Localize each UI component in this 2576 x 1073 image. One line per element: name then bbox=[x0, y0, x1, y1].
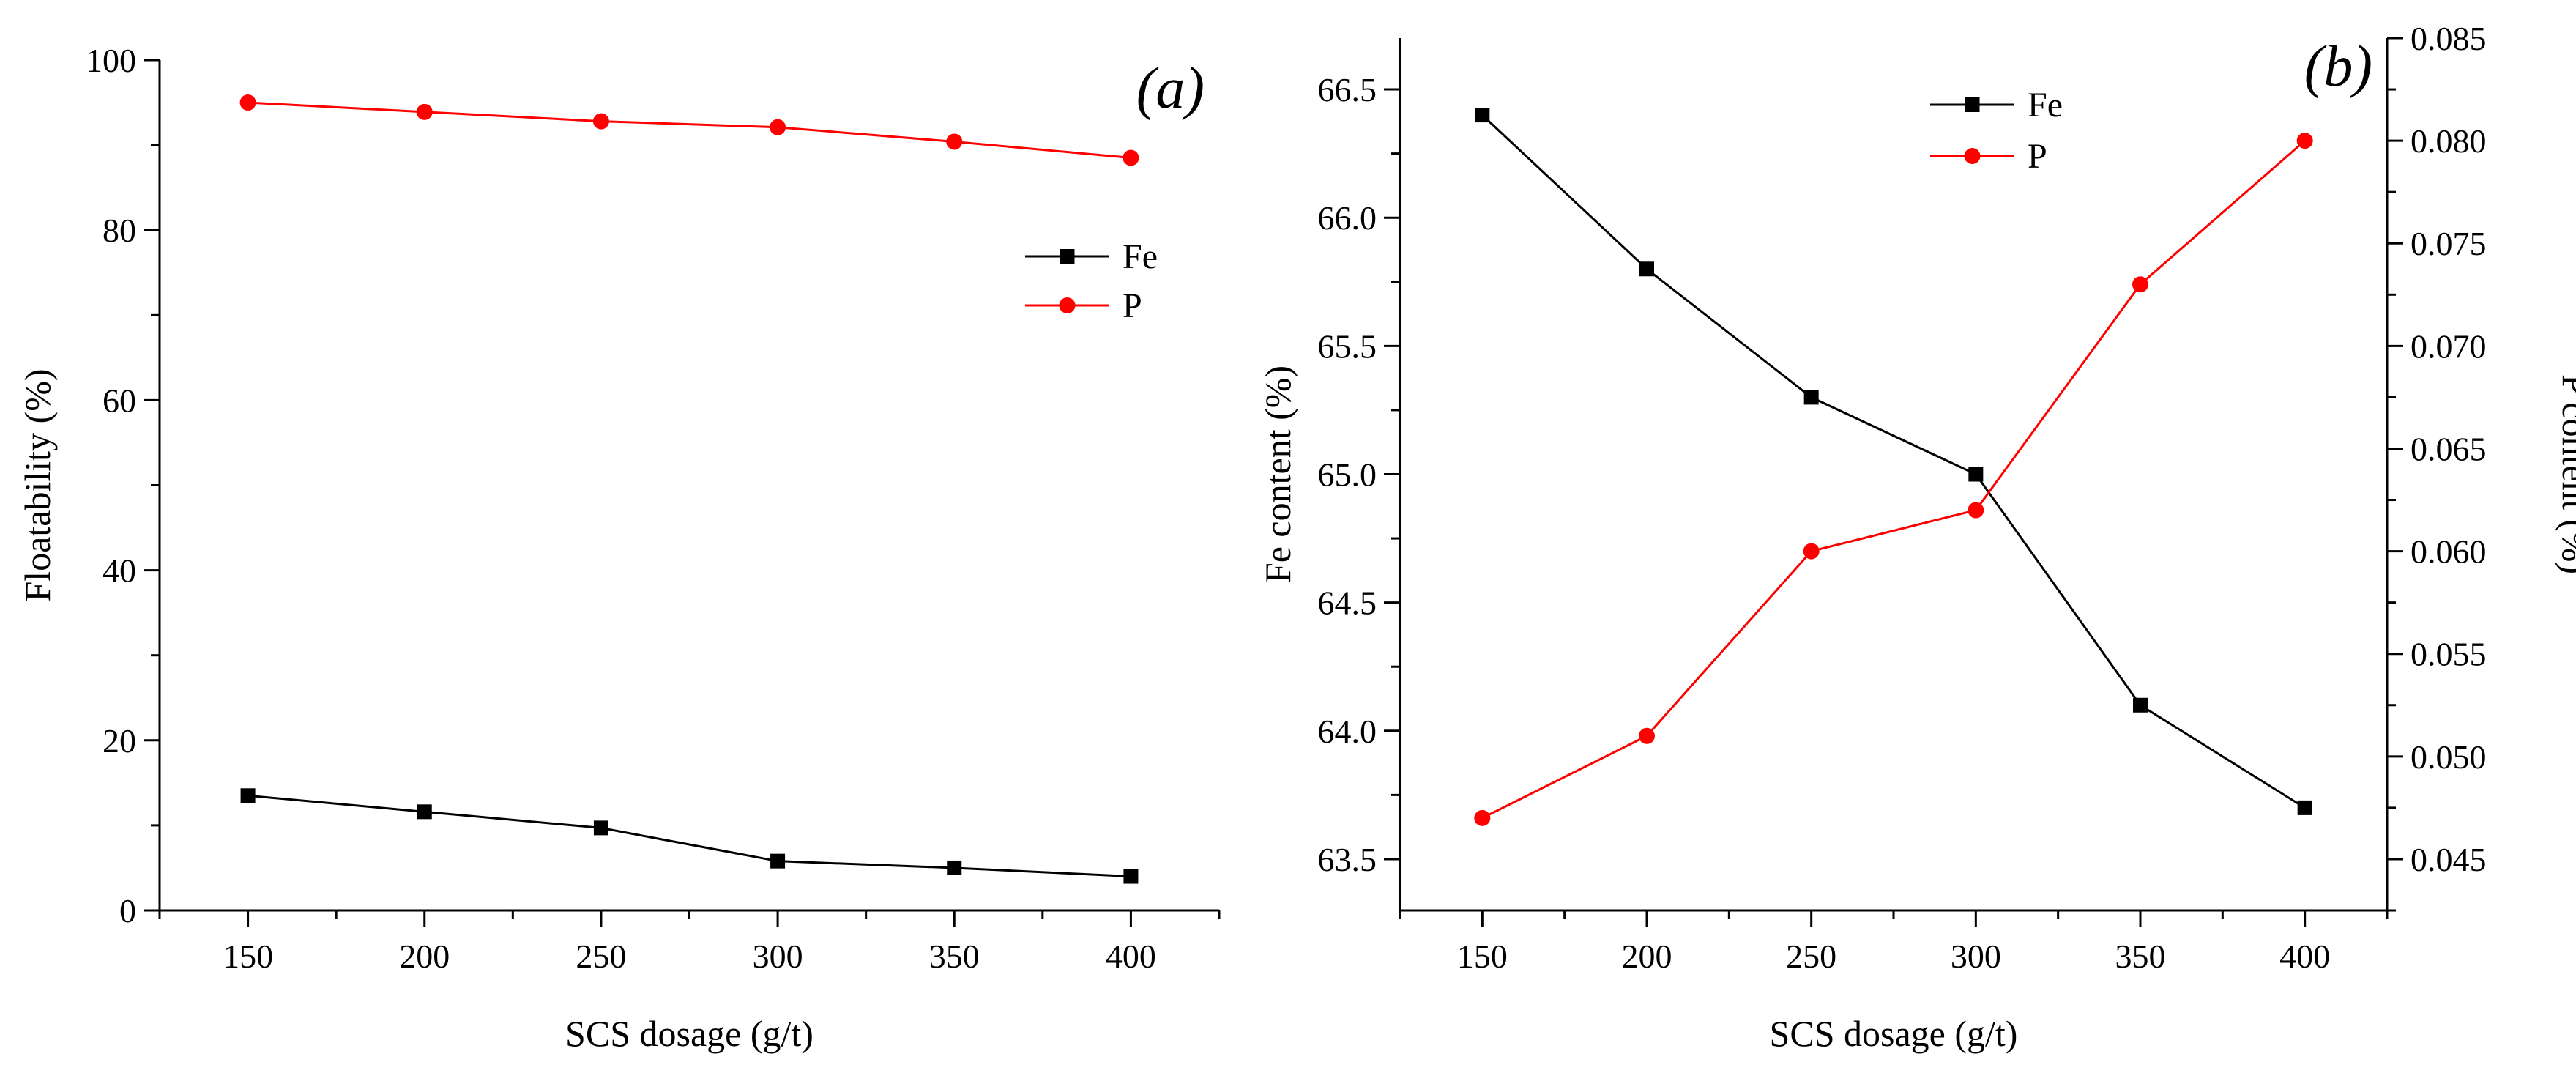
x-tick-label: 150 bbox=[223, 938, 273, 975]
legend-marker-fe bbox=[1060, 249, 1075, 264]
data-point-p bbox=[2296, 133, 2313, 149]
chart-panel-a bbox=[144, 59, 1221, 927]
series-line-fe bbox=[247, 794, 1131, 878]
legend-label-p: P bbox=[2028, 137, 2047, 176]
y2-axis-label: P content (%) bbox=[2555, 374, 2576, 574]
data-point-fe bbox=[770, 853, 786, 869]
x-tick-label: 350 bbox=[2115, 938, 2166, 975]
y-tick-label: 0 bbox=[119, 892, 136, 929]
series-line-p bbox=[1481, 139, 2306, 820]
data-point-p bbox=[239, 94, 256, 111]
y2-tick-label: 0.050 bbox=[2411, 738, 2487, 776]
y2-tick-label: 0.085 bbox=[2411, 20, 2487, 57]
y2-tick-label: 0.060 bbox=[2411, 533, 2487, 571]
series-line-p bbox=[247, 101, 1131, 160]
y-tick-label: 100 bbox=[86, 42, 136, 79]
data-point-fe bbox=[947, 860, 962, 875]
y-tick-label: 65.5 bbox=[1318, 327, 1377, 365]
x-axis-label: SCS dosage (g/t) bbox=[565, 1013, 814, 1054]
legend-marker-p bbox=[1964, 148, 1981, 164]
x-axis-label: SCS dosage (g/t) bbox=[1770, 1013, 2018, 1054]
x-tick-label: 400 bbox=[1106, 938, 1156, 975]
legend-label-fe: Fe bbox=[1123, 237, 1158, 276]
legend-label-p: P bbox=[1123, 286, 1142, 325]
data-point-p bbox=[1474, 809, 1491, 826]
data-point-fe bbox=[1123, 869, 1139, 884]
y2-tick-label: 0.075 bbox=[2411, 225, 2487, 262]
panel-label: (a) bbox=[1136, 56, 1205, 121]
data-point-fe bbox=[2297, 800, 2312, 815]
data-point-p bbox=[592, 113, 609, 130]
y-tick-label: 66.0 bbox=[1318, 199, 1377, 237]
x-tick-label: 200 bbox=[399, 938, 450, 975]
y-axis-label: Fe content (%) bbox=[1257, 365, 1298, 583]
series-line-fe bbox=[1481, 114, 2306, 809]
data-point-p bbox=[2132, 276, 2148, 293]
x-tick-label: 400 bbox=[2279, 938, 2330, 975]
data-point-p bbox=[416, 103, 433, 120]
panel-label: (b) bbox=[2304, 34, 2372, 99]
x-tick-label: 200 bbox=[1622, 938, 1672, 975]
data-point-fe bbox=[1475, 108, 1490, 123]
data-point-fe bbox=[1968, 467, 1984, 482]
data-point-fe bbox=[240, 788, 256, 803]
y-tick-label: 65.0 bbox=[1318, 456, 1377, 494]
data-point-p bbox=[1968, 502, 1984, 519]
y2-tick-label: 0.045 bbox=[2411, 841, 2487, 878]
y-tick-label: 64.5 bbox=[1318, 584, 1377, 622]
y-tick-label: 64.0 bbox=[1318, 713, 1377, 750]
legend-marker-fe bbox=[1965, 97, 1980, 112]
data-point-fe bbox=[1803, 390, 1819, 405]
chart-panel-b bbox=[1384, 37, 2403, 927]
data-point-p bbox=[770, 119, 786, 135]
x-tick-label: 250 bbox=[1786, 938, 1836, 975]
y-tick-label: 63.5 bbox=[1318, 841, 1377, 878]
y-tick-label: 80 bbox=[103, 212, 136, 249]
y-tick-label: 40 bbox=[103, 552, 136, 590]
data-point-fe bbox=[1639, 261, 1654, 277]
x-tick-label: 150 bbox=[1457, 938, 1508, 975]
legend-marker-p bbox=[1059, 297, 1076, 313]
y-tick-label: 20 bbox=[103, 722, 136, 760]
y-tick-label: 60 bbox=[103, 382, 136, 419]
x-tick-label: 250 bbox=[576, 938, 626, 975]
y2-tick-label: 0.070 bbox=[2411, 327, 2487, 365]
y2-tick-label: 0.065 bbox=[2411, 430, 2487, 467]
data-point-p bbox=[1639, 727, 1655, 744]
data-point-p bbox=[1803, 543, 1820, 560]
data-point-fe bbox=[2133, 697, 2148, 713]
data-point-p bbox=[946, 133, 963, 150]
y2-tick-label: 0.080 bbox=[2411, 122, 2487, 160]
data-point-p bbox=[1123, 149, 1139, 166]
legend-label-fe: Fe bbox=[2028, 86, 2063, 125]
data-point-fe bbox=[593, 820, 608, 836]
y-tick-label: 66.5 bbox=[1318, 71, 1377, 108]
x-tick-label: 300 bbox=[753, 938, 803, 975]
x-tick-label: 350 bbox=[929, 938, 980, 975]
data-point-fe bbox=[417, 804, 432, 820]
x-tick-label: 300 bbox=[1951, 938, 2001, 975]
y2-tick-label: 0.055 bbox=[2411, 636, 2487, 673]
y-axis-label: Floatability (%) bbox=[17, 369, 58, 602]
